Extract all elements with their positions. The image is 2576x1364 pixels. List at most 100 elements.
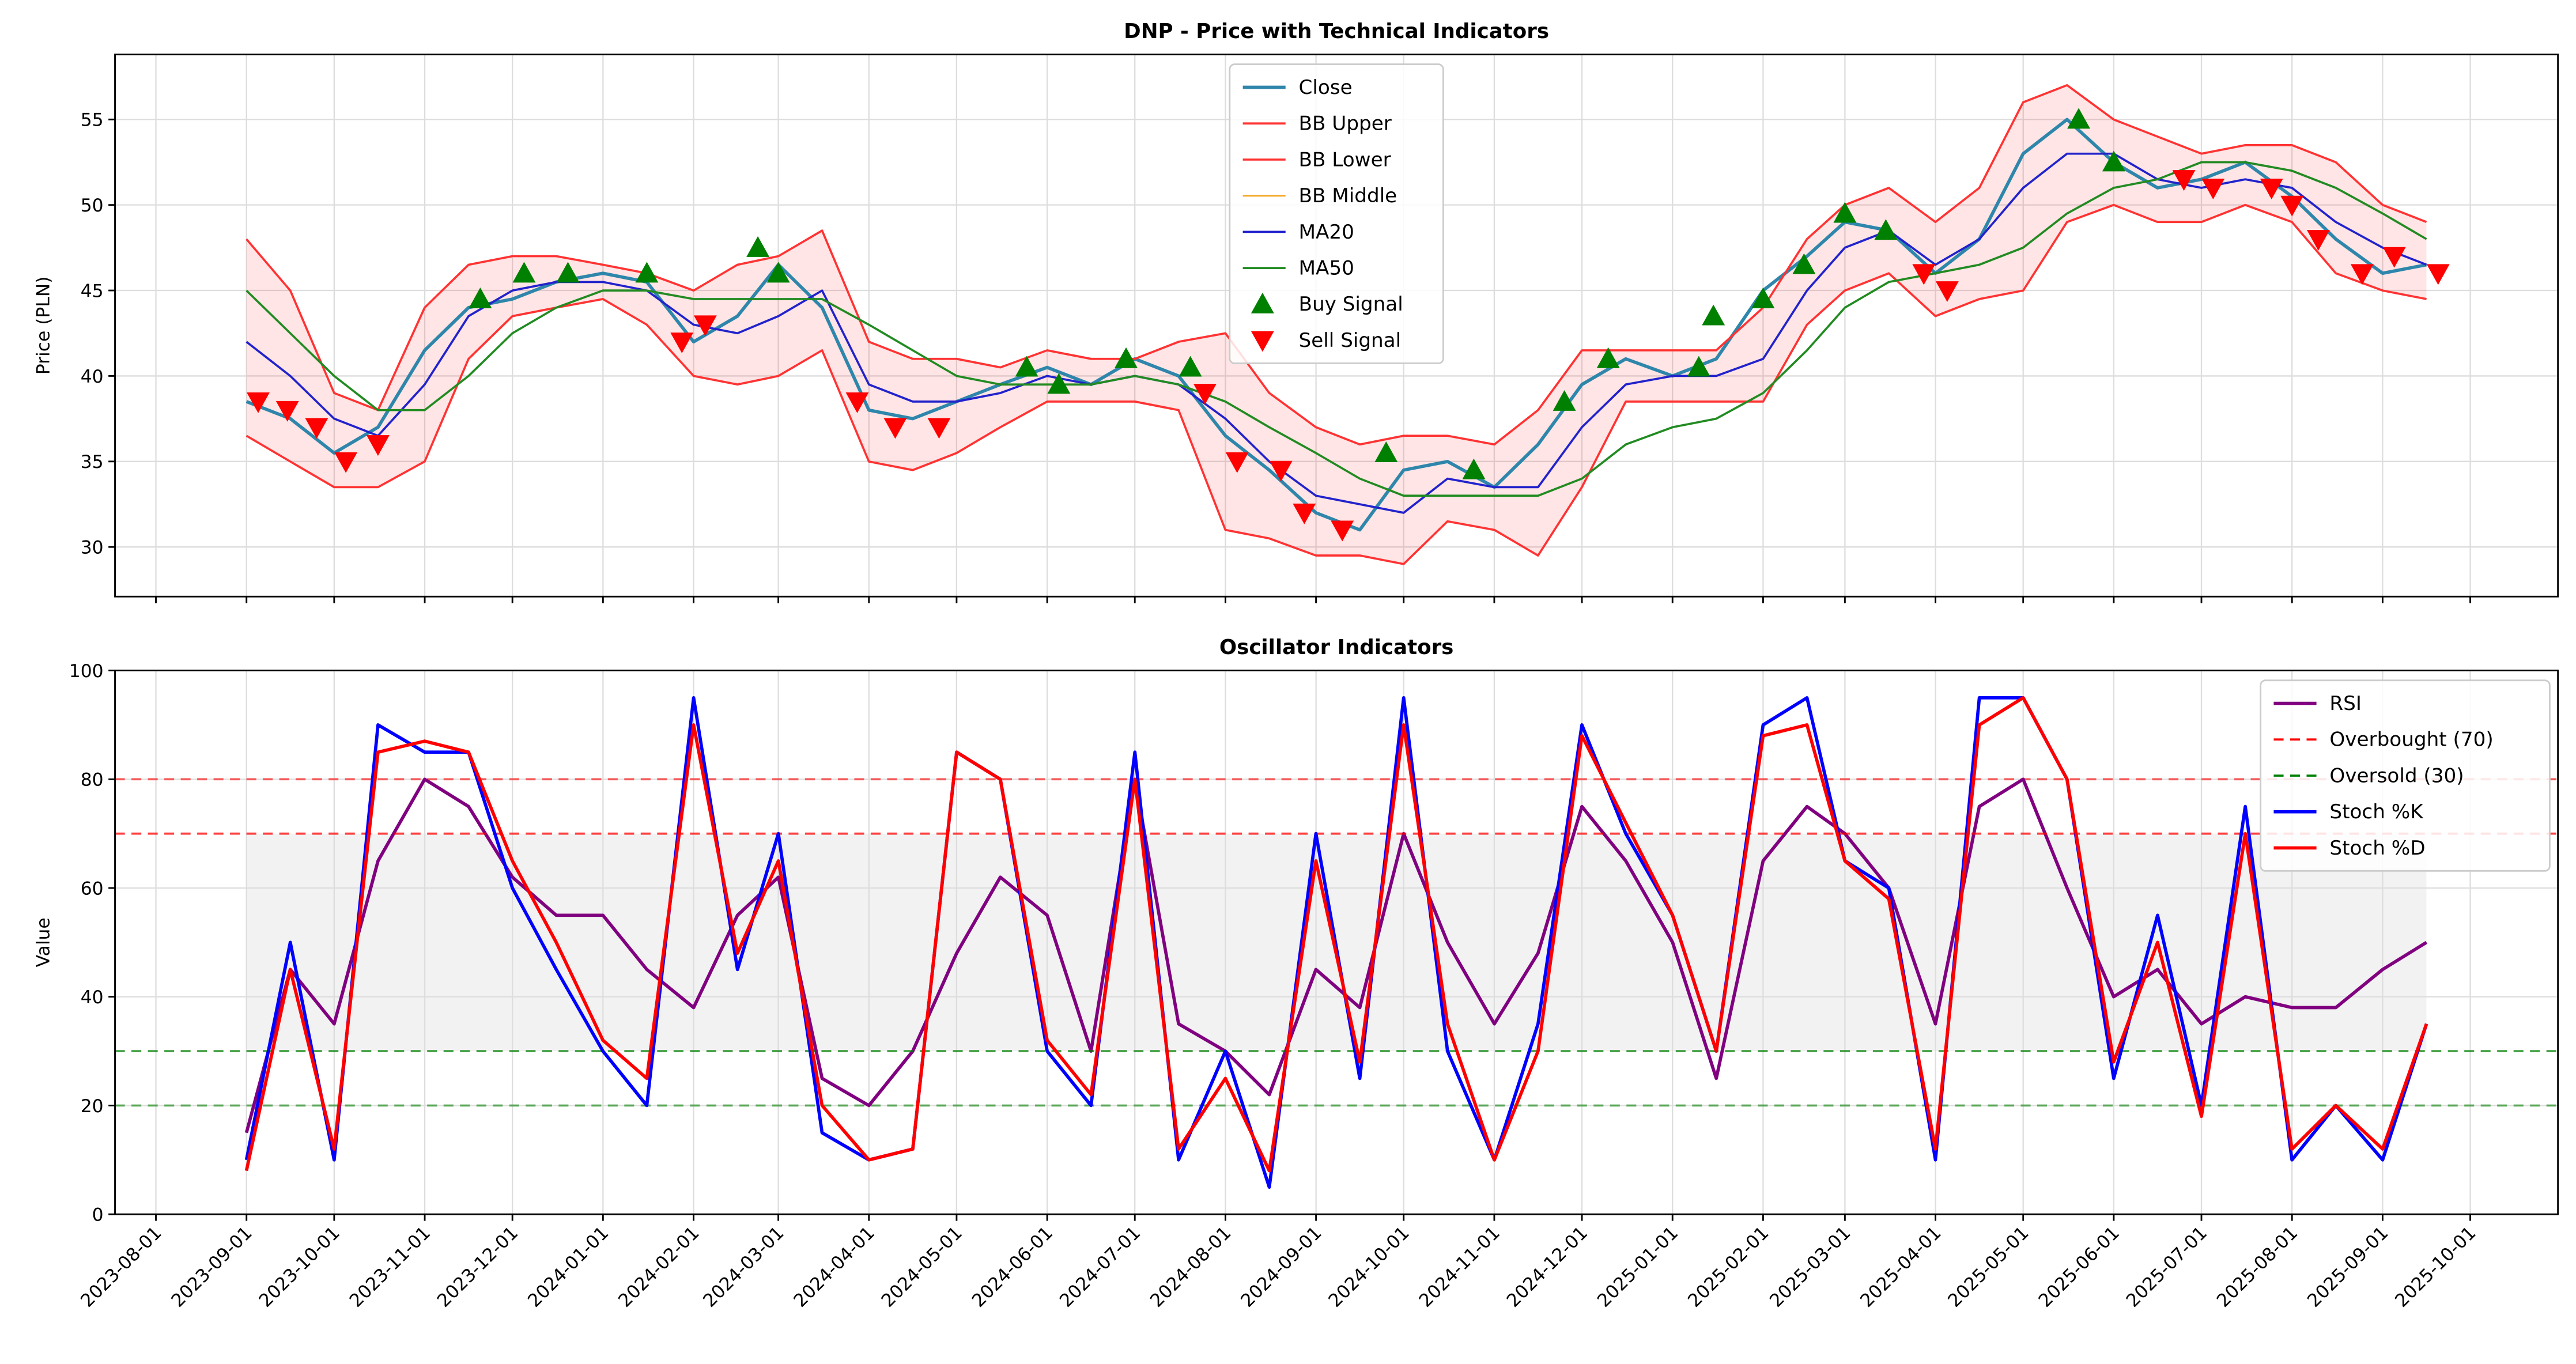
signal-marker: [334, 452, 358, 473]
y-tick-label: 80: [81, 770, 104, 791]
line: [245, 203, 2427, 565]
signal-marker: [1293, 503, 1316, 524]
signal-marker: [247, 392, 270, 413]
x-tick-label: 2025-04-01: [1856, 1223, 1945, 1312]
y-tick-label: 40: [81, 987, 104, 1008]
legend-marker: [1251, 292, 1274, 313]
signal-marker: [670, 333, 694, 354]
signal-marker: [1462, 458, 1486, 479]
signal-marker: [2426, 264, 2450, 285]
signal-marker: [469, 287, 492, 308]
signal-marker: [845, 392, 869, 413]
legend-box: [1229, 63, 1444, 364]
chart-title: Oscillator Indicators: [1219, 636, 1454, 659]
x-tick-label: 2024-01-01: [524, 1223, 613, 1312]
x-tick-label: 2023-08-01: [77, 1223, 165, 1312]
signal-marker: [1374, 441, 1398, 462]
signal-marker: [2306, 230, 2330, 251]
signal-marker: [1596, 347, 1620, 368]
signal-marker: [1269, 460, 1293, 482]
line: [245, 161, 2427, 497]
signal-marker: [512, 262, 536, 283]
signal-marker: [746, 236, 770, 257]
signal-marker: [1792, 253, 1816, 274]
plot-area: [115, 54, 2558, 597]
x-tick-label: 2025-05-01: [1944, 1223, 2033, 1312]
signal-marker: [1331, 520, 1354, 542]
y-axis-label: Value: [33, 917, 54, 967]
axes-frame: [114, 54, 2559, 598]
legend-label: Overbought (70): [2329, 728, 2493, 751]
x-tick-label: 2024-06-01: [968, 1223, 1057, 1312]
signal-marker: [1833, 202, 1857, 223]
y-tick-label: 35: [81, 452, 104, 473]
y-tick-label: 30: [81, 538, 104, 558]
x-tick-label: 2024-07-01: [1056, 1223, 1145, 1312]
signal-marker: [766, 262, 790, 283]
y-axis-label: Price (PLN): [33, 277, 54, 375]
x-tick-label: 2025-10-01: [2391, 1223, 2480, 1312]
x-tick-label: 2024-12-01: [1503, 1223, 1592, 1312]
signal-marker: [1751, 287, 1775, 308]
x-tick-label: 2023-11-01: [346, 1223, 435, 1312]
y-tick-label: 45: [81, 281, 104, 301]
x-tick-label: 2025-09-01: [2303, 1223, 2392, 1312]
signal-marker: [556, 262, 580, 283]
legend-label: Close: [1299, 76, 1353, 99]
signal-marker: [883, 418, 907, 439]
signal-marker: [2201, 179, 2225, 199]
legend-label: Stoch %K: [2329, 800, 2424, 823]
signal-marker: [1702, 304, 1725, 326]
signal-marker: [927, 418, 951, 439]
y-tick-label: 60: [81, 878, 104, 899]
x-tick-label: 2025-07-01: [2122, 1223, 2211, 1312]
line: [245, 152, 2427, 514]
x-tick-label: 2024-03-01: [699, 1223, 788, 1312]
legend-label: MA20: [1299, 221, 1354, 244]
y-tick-label: 100: [69, 661, 104, 682]
signal-marker: [693, 315, 717, 337]
x-tick-label: 2025-08-01: [2213, 1223, 2302, 1312]
x-tick-label: 2023-12-01: [433, 1223, 522, 1312]
chart-title: DNP - Price with Technical Indicators: [1124, 20, 1549, 43]
signal-marker: [2350, 264, 2374, 285]
signal-marker: [1047, 373, 1071, 394]
legend-marker: [1251, 331, 1274, 352]
signal-marker: [1687, 356, 1710, 377]
signal-marker: [2067, 108, 2091, 129]
signal-marker: [2102, 150, 2125, 172]
signal-marker: [2280, 195, 2304, 217]
line: [244, 777, 2428, 1133]
signal-marker: [275, 400, 299, 422]
signal-marker: [305, 418, 328, 439]
signal-marker: [1874, 219, 1898, 240]
y-tick-label: 0: [92, 1205, 104, 1226]
x-tick-label: 2024-05-01: [878, 1223, 966, 1312]
signal-marker: [1015, 356, 1038, 377]
signal-marker: [1912, 264, 1936, 285]
x-tick-label: 2024-11-01: [1415, 1223, 1504, 1312]
axes-frame: [114, 670, 2559, 1215]
x-tick-label: 2025-01-01: [1593, 1223, 1682, 1312]
legend-box: [2260, 679, 2551, 872]
signal-marker: [1179, 356, 1202, 377]
legend-label: Stoch %D: [2329, 837, 2425, 860]
x-tick-label: 2024-02-01: [614, 1223, 703, 1312]
x-tick-label: 2024-04-01: [790, 1223, 879, 1312]
legend-label: Oversold (30): [2329, 764, 2464, 787]
signal-marker: [1115, 347, 1138, 368]
plot-area: [115, 670, 2558, 1215]
y-tick-label: 20: [81, 1096, 104, 1117]
signal-marker: [1225, 452, 1249, 473]
signal-marker: [1193, 384, 1217, 405]
signal-marker: [635, 262, 659, 283]
legend-label: Sell Signal: [1299, 329, 1402, 352]
signal-marker: [1935, 281, 1959, 303]
legend-label: BB Upper: [1299, 112, 1392, 135]
y-tick-label: 55: [81, 110, 104, 131]
line: [245, 84, 2427, 446]
line: [244, 696, 2428, 1173]
x-tick-label: 2023-10-01: [255, 1223, 344, 1312]
x-tick-label: 2024-08-01: [1146, 1223, 1235, 1312]
